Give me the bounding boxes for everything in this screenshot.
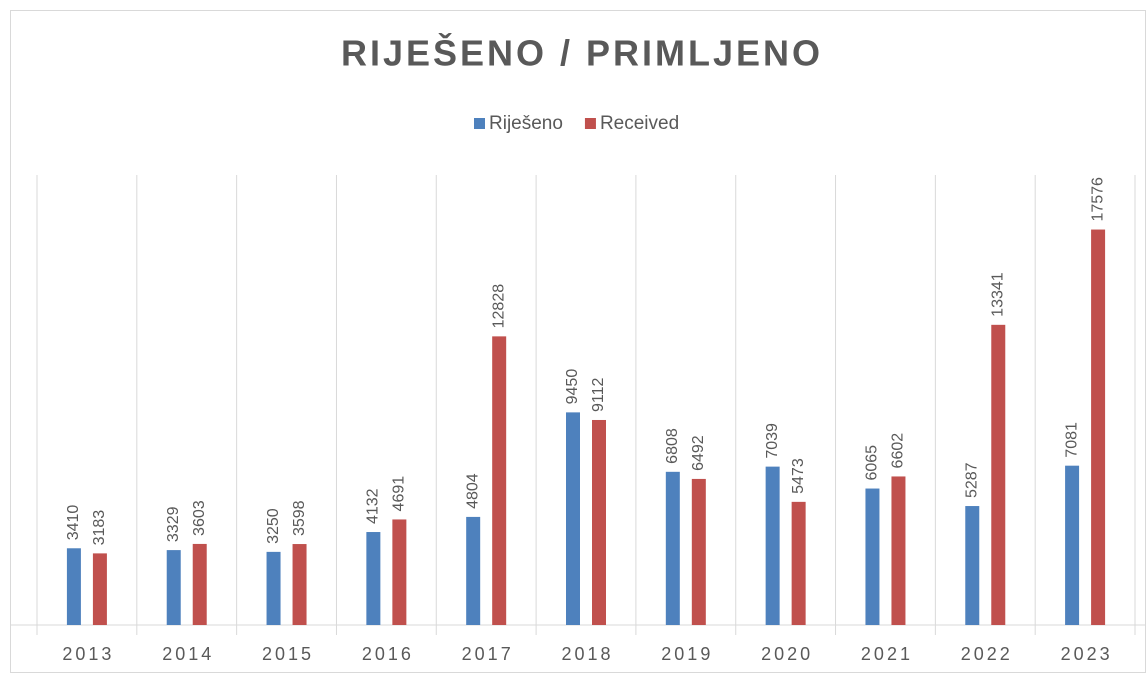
data-label: 6492 [690,435,707,471]
data-label: 6602 [890,433,907,469]
x-tick-label: 2019 [661,644,713,664]
bar [965,506,980,625]
bar [66,548,81,625]
data-label: 17576 [1089,177,1106,222]
data-label: 4804 [464,473,481,509]
bar [192,543,207,625]
data-label: 6808 [664,428,681,464]
data-label: 6065 [864,445,881,481]
bar [92,553,107,625]
bar [791,501,806,625]
data-label: 3183 [91,510,108,546]
bar [691,478,706,625]
bar [592,419,606,625]
bar [665,471,680,625]
chart-title: RIJEŠENO / PRIMLJENO [341,32,823,74]
bar [865,488,880,625]
bar [266,551,281,625]
data-label: 13341 [989,272,1006,317]
x-tick-label: 2021 [861,644,913,664]
data-label: 3250 [265,508,282,544]
x-tick-label: 2022 [961,644,1013,664]
data-label: 4691 [391,476,408,512]
bar [1065,465,1080,625]
bar [466,516,481,625]
bar [492,336,507,625]
data-label: 3329 [165,506,182,542]
bar [765,466,780,625]
data-label: 3603 [191,500,208,536]
bar [566,412,580,625]
bar [166,550,181,625]
x-tick-label: 2016 [362,644,414,664]
x-tick-label: 2017 [462,644,514,664]
bar [392,519,407,625]
bar [1091,229,1106,626]
legend-swatch [584,118,596,129]
x-tick-label: 2014 [162,644,214,664]
x-tick-label: 2015 [262,644,314,664]
data-label: 4132 [365,488,382,524]
bar [991,324,1006,625]
bar [891,476,906,625]
data-label: 7039 [764,423,781,459]
x-tick-label: 2013 [62,644,114,664]
bar [292,544,307,625]
x-tick-label: 2018 [561,644,613,664]
legend-label: Riješeno [489,113,563,134]
data-label: 3410 [65,505,82,541]
data-label: 12828 [490,284,507,329]
data-label: 7081 [1063,422,1080,458]
data-label: 9450 [564,369,581,405]
legend-swatch [474,118,485,129]
x-tick-label: 2023 [1061,644,1113,664]
data-label: 9112 [590,377,607,412]
data-label: 5287 [963,462,980,498]
legend: Riješeno Received [474,113,679,134]
data-label: 5473 [790,458,807,494]
x-tick-label: 2020 [761,644,813,664]
bar [366,532,381,625]
data-label: 3598 [291,500,308,536]
legend-label: Received [600,113,679,134]
